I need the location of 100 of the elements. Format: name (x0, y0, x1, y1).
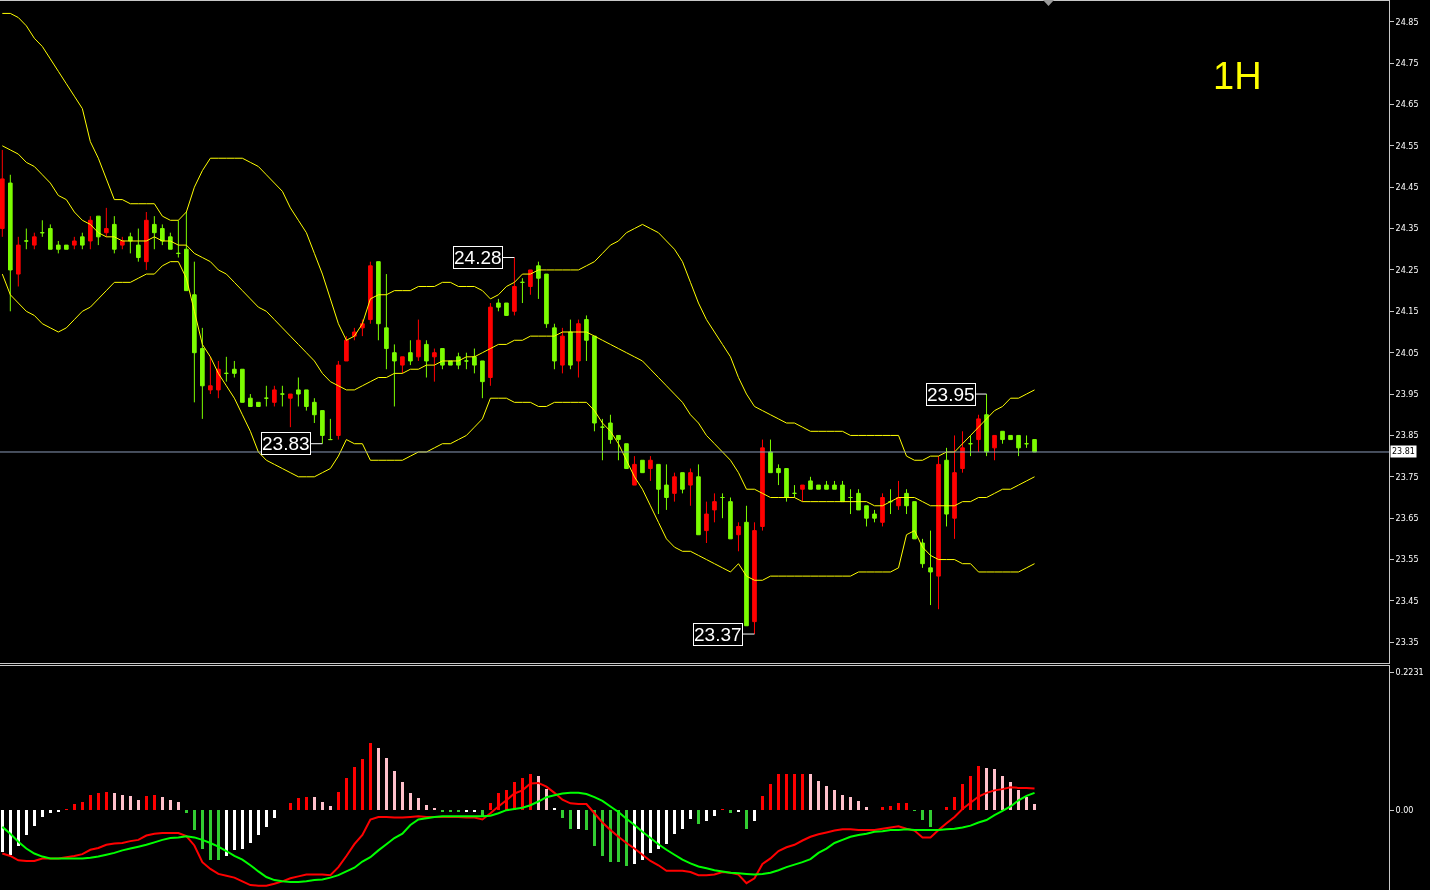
candlestick (128, 232, 133, 254)
bar (376, 747, 380, 811)
bar (176, 801, 180, 811)
candlestick (120, 236, 125, 250)
candlestick (1024, 434, 1029, 449)
candlestick (224, 356, 229, 383)
candlestick (40, 219, 45, 238)
bar (80, 801, 84, 811)
candlestick (208, 356, 213, 395)
y-tick-label: 24.85 (1395, 17, 1419, 27)
candlestick (8, 174, 13, 312)
bar (768, 783, 772, 811)
bar (744, 810, 748, 830)
bar (680, 810, 684, 829)
annotation: 24.28 (454, 247, 502, 268)
annotation: 23.95 (927, 384, 975, 405)
bar (616, 810, 620, 862)
candlestick (144, 211, 149, 271)
bar (152, 795, 156, 811)
candlestick (680, 472, 685, 494)
candlestick (272, 385, 277, 407)
y-tick-label: 0.2231 (1395, 667, 1424, 677)
bar (8, 810, 12, 856)
bar (608, 810, 612, 862)
y-tick-label: 24.75 (1395, 58, 1419, 68)
candlestick (304, 389, 309, 412)
bar (264, 810, 268, 827)
bar (144, 795, 148, 811)
bar (216, 810, 220, 860)
candlestick (496, 298, 501, 312)
candlestick (80, 232, 85, 250)
candlestick (864, 505, 869, 527)
candlestick (896, 480, 901, 511)
candlestick (936, 455, 941, 610)
bar (856, 800, 861, 811)
candlestick (336, 360, 341, 441)
bar (192, 810, 196, 830)
candlestick (16, 236, 21, 287)
line-series (1, 145, 1036, 507)
candlestick (744, 505, 749, 627)
bar (320, 801, 324, 811)
bar (40, 810, 44, 817)
bar (240, 810, 244, 849)
candlestick (840, 480, 845, 503)
candlestick (968, 434, 973, 457)
bar (488, 802, 492, 811)
bar (48, 810, 52, 814)
y-tick-label: 23.75 (1395, 472, 1419, 482)
bar (304, 797, 308, 811)
bar (832, 790, 837, 811)
candlestick (96, 215, 101, 246)
y-tick-label: 23.85 (1395, 431, 1419, 441)
candlestick (232, 360, 237, 379)
candlestick (368, 261, 373, 325)
candlestick (1008, 434, 1013, 441)
y-tick-label: 24.15 (1395, 307, 1419, 317)
candlestick (528, 269, 533, 296)
candlestick (288, 393, 293, 428)
candlestick (848, 488, 853, 515)
candlestick (880, 492, 885, 527)
bar (840, 794, 845, 811)
candlestick (416, 319, 421, 362)
candlestick (32, 232, 37, 250)
candlestick (312, 397, 317, 424)
bar (688, 810, 692, 820)
candlestick (440, 348, 445, 370)
bar (32, 810, 36, 826)
bar (784, 774, 788, 811)
bar (664, 810, 668, 845)
bar (760, 795, 764, 811)
candlestick (664, 463, 669, 511)
candlestick (136, 228, 141, 263)
candlestick (184, 211, 189, 292)
candlestick (984, 393, 989, 457)
candlestick (792, 484, 797, 498)
bar (816, 781, 821, 811)
candlestick (376, 261, 381, 341)
bar (584, 810, 588, 830)
bar (128, 795, 132, 811)
bar (160, 796, 164, 811)
y-tick-label: 24.55 (1395, 141, 1419, 151)
bar (392, 770, 396, 811)
candlestick (320, 410, 325, 445)
candlestick (600, 418, 605, 461)
candlestick (648, 455, 653, 482)
candlestick (696, 463, 701, 536)
candlestick (872, 509, 877, 523)
bar (360, 758, 364, 811)
bar (592, 810, 596, 847)
candlestick (616, 434, 621, 461)
bar (112, 793, 116, 811)
text: 1H (1213, 55, 1262, 97)
candlestick (656, 463, 661, 515)
candlestick (816, 484, 821, 490)
candlestick (1032, 439, 1037, 453)
candlestick (192, 261, 197, 403)
candlestick (264, 385, 269, 407)
candlestick (216, 360, 221, 399)
bar (208, 810, 212, 860)
candlestick (952, 434, 957, 540)
